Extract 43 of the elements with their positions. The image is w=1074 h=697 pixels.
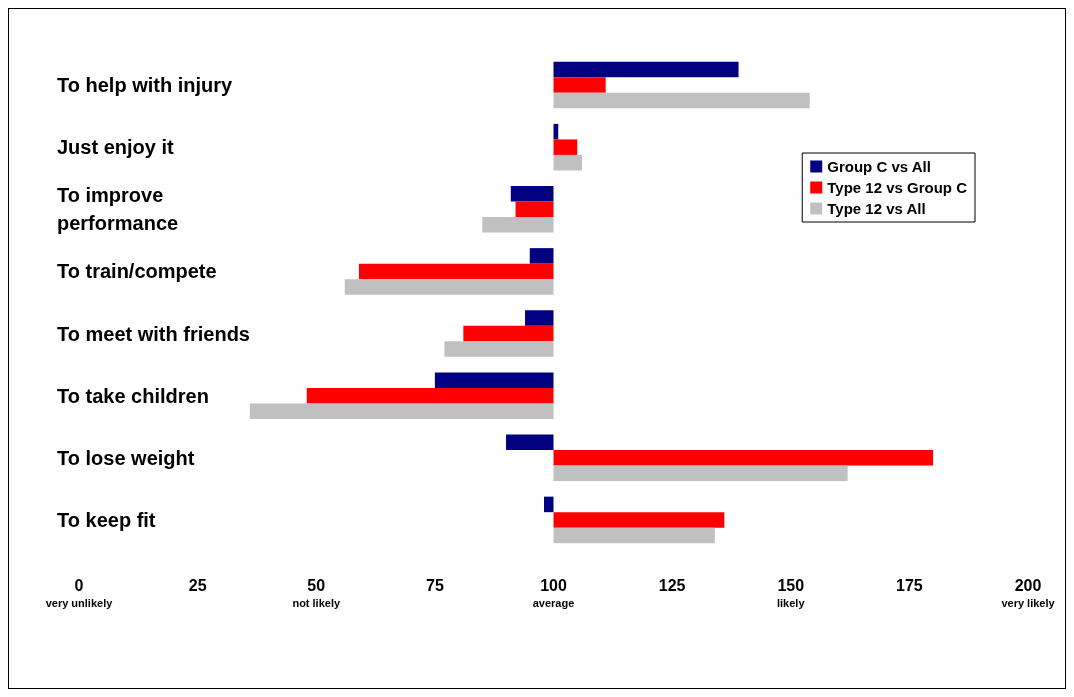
bar: [344, 279, 554, 295]
x-tick-label: 25: [188, 576, 207, 594]
y-tick-label: To keep fit: [57, 508, 156, 531]
bar: [529, 248, 554, 264]
bar: [482, 217, 554, 233]
x-tick-label: 200 very likely: [1001, 576, 1056, 609]
y-tick-label: To improve performance: [57, 184, 179, 235]
bar: [553, 450, 934, 466]
y-tick-label: To lose weight: [57, 446, 195, 469]
x-tick-label: 175: [896, 576, 923, 594]
bar: [306, 387, 554, 404]
bar: [510, 186, 554, 202]
bar: [525, 310, 554, 326]
x-tick-label: 75: [425, 576, 444, 594]
x-tick-label: 150 likely: [776, 576, 806, 609]
bar: [463, 325, 554, 342]
bar: [544, 496, 554, 513]
legend-label: Group C vs All: [827, 158, 931, 175]
bar: [553, 154, 582, 171]
bar: [553, 77, 606, 93]
bar: [444, 341, 554, 357]
y-tick-label: To take children: [57, 384, 209, 407]
bar: [553, 527, 715, 544]
y-tick-label: Just enjoy it: [57, 136, 175, 159]
x-tick-label: 100 average: [532, 576, 575, 609]
bar: [553, 465, 848, 482]
legend-label: Type 12 vs Group C: [827, 179, 968, 196]
x-tick-label: 125: [658, 576, 686, 594]
bar: [515, 201, 554, 218]
y-tick-label: To train/compete: [57, 260, 217, 283]
bar: [249, 403, 554, 419]
bar: [506, 434, 554, 451]
y-tick-label: To help with injury: [57, 74, 234, 97]
bar: [553, 92, 810, 109]
bar: [358, 263, 554, 280]
x-tick-label: 50 not likely: [292, 576, 341, 609]
y-tick-label: To meet with friends: [57, 322, 250, 345]
bar: [553, 139, 578, 155]
legend-label: Type 12 vs All: [827, 200, 926, 217]
bar: [553, 512, 725, 528]
bar: [434, 372, 554, 388]
bar: [553, 61, 739, 78]
x-tick-label: 0 very unlikely: [45, 576, 114, 609]
